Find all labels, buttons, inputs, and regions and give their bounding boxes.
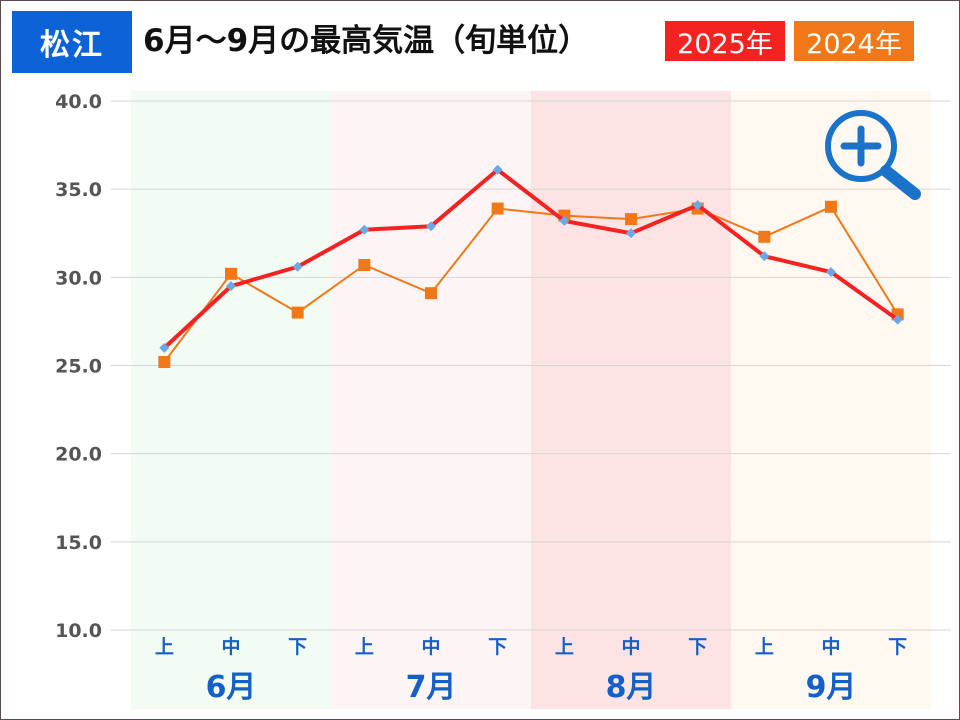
month-bands [131,91,931,709]
zoom-in-icon[interactable] [825,110,921,200]
point-2024 [625,213,637,226]
point-2024 [825,200,837,213]
series-2025 [159,164,903,353]
gridlines [111,100,951,631]
x-tick-label: 下 [488,636,507,658]
series-2024-line [163,205,899,363]
point-2025 [226,281,236,292]
month-label: 9月 [806,670,857,705]
x-tick-label: 上 [355,636,374,658]
x-tick-label: 中 [621,635,640,658]
y-tick-label: 40.0 [55,91,102,113]
x-axis-labels: 上 中 下 上 中 下 上 中 下 上 中 下 6月 7月 8月 9月 [155,635,907,705]
point-2024 [225,267,237,280]
month-label: 7月 [406,670,457,705]
x-tick-label: 下 [688,636,707,658]
point-2025 [492,164,503,175]
month-label: 6月 [206,670,257,705]
point-2025 [826,267,836,278]
y-tick-label: 20.0 [55,444,102,466]
x-tick-label: 上 [755,636,774,658]
point-2024 [358,258,371,271]
point-2025 [626,228,636,239]
point-2025 [426,221,436,232]
y-tick-label: 35.0 [55,179,102,201]
x-tick-label: 下 [288,636,307,658]
month-band [731,91,931,709]
point-2025 [759,251,770,262]
point-2025 [292,261,303,272]
point-2025 [559,215,570,226]
y-tick-label: 30.0 [55,267,102,289]
legend-2025: 2025年 [665,21,785,61]
y-axis-ticks: 10.0 15.0 20.0 25.0 30.0 35.0 40.0 [55,91,102,642]
x-tick-label: 上 [155,636,174,658]
point-2024 [491,202,504,215]
point-2025 [159,342,170,353]
chart-title: 6月～9月の最高気温（旬単位） [143,23,590,59]
y-tick-label: 25.0 [55,356,102,378]
city-badge: 松江 [12,11,132,73]
x-tick-label: 中 [221,635,240,658]
x-tick-label: 中 [821,635,840,658]
point-2024 [291,306,304,319]
y-tick-label: 10.0 [55,620,102,642]
x-tick-label: 中 [421,635,440,658]
series-2025-line [162,167,899,350]
x-tick-label: 上 [555,636,574,658]
legend-2024: 2024年 [794,21,914,61]
month-band [531,91,731,709]
point-2024 [425,287,437,300]
x-tick-label: 下 [888,636,907,658]
month-band [331,91,531,709]
point-2025 [359,224,370,235]
point-2024 [158,355,171,368]
point-2025 [692,200,703,211]
point-2025 [892,314,903,325]
month-label: 8月 [606,670,657,705]
month-band [131,91,331,709]
y-tick-label: 15.0 [55,532,102,554]
point-2024 [758,230,771,243]
